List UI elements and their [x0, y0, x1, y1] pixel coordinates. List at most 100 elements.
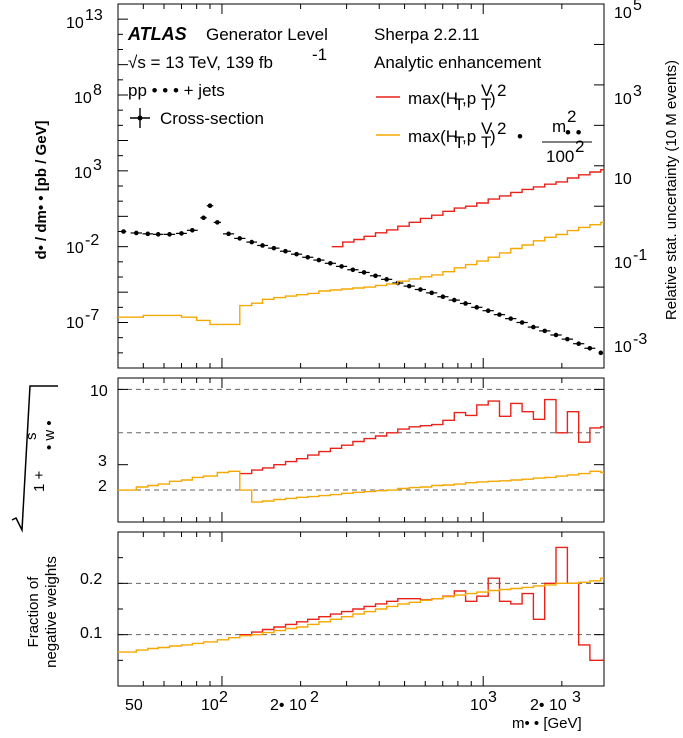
xsec-point	[237, 236, 243, 241]
tick-label: 50	[125, 697, 143, 714]
tick-label: 3	[488, 689, 497, 706]
tick-label: 10	[614, 91, 632, 108]
xsec-point	[519, 320, 525, 325]
tick-label: 3	[98, 453, 107, 470]
orange-uncertainty-line	[118, 221, 604, 326]
tick-label: 10	[74, 90, 92, 107]
tick-label: 10	[614, 171, 632, 188]
orange-legend-label-p: ,p	[462, 127, 476, 146]
middle-tick-labels: 10 3 2	[90, 383, 108, 495]
tick-label: 3	[93, 157, 102, 174]
tick-label: 0.1	[80, 625, 102, 642]
tick-label: 10	[90, 383, 108, 400]
orange-frac-den: 100	[546, 147, 574, 166]
orange-legend-label-sq: 2	[497, 119, 506, 138]
tick-label: 3	[572, 689, 581, 706]
xsec-point	[133, 230, 139, 236]
xsec-point	[215, 220, 220, 225]
xsec-legend-marker-dot	[137, 115, 143, 121]
middle-panel-frame	[117, 377, 605, 523]
xsec-point	[598, 350, 604, 356]
xsec-point	[190, 227, 195, 233]
red-legend-label-sq: 2	[497, 81, 506, 100]
xsec-point	[406, 283, 412, 289]
xsec-point	[497, 312, 502, 317]
orange-frac-num: m	[552, 117, 566, 136]
sherpa-label: Sherpa 2.2.11	[374, 25, 480, 44]
xsec-point	[542, 328, 548, 334]
tick-label: 3	[633, 83, 642, 100]
xsec-point	[373, 273, 378, 279]
generator-level-label: Generator Level	[206, 25, 328, 44]
legend: ATLAS Generator Level √s = 13 TeV, 139 f…	[127, 24, 592, 166]
orange-legend-label-close: )	[490, 127, 496, 146]
mid-ylabel-den: • w •	[41, 420, 58, 450]
bottom-y-axis-label-line2: negative weights	[43, 556, 60, 668]
red-legend-label: max(H	[408, 89, 458, 108]
axis-ticks	[118, 3, 604, 686]
xsec-point	[474, 305, 480, 310]
atlas-tag: ATLAS	[127, 24, 187, 44]
xsec-point	[294, 251, 299, 257]
sqrt-sign	[11, 385, 58, 533]
orange-mid-line	[118, 470, 604, 503]
red-mid-line	[239, 398, 604, 475]
x-tick-labels: 50 10 2 2• 10 2 10 3 2• 10 3	[125, 689, 581, 714]
tick-label: 0.2	[80, 571, 102, 588]
xsec-point	[429, 290, 434, 296]
tick-label: -2	[85, 232, 99, 249]
xsec-point	[271, 245, 277, 251]
tick-label: -3	[633, 331, 647, 348]
tick-label: 2	[98, 478, 107, 495]
orange-legend-label-pt: T	[481, 133, 491, 152]
xsec-point	[531, 324, 536, 330]
tick-label: 10	[614, 339, 632, 356]
mid-ylabel-num: s	[23, 433, 40, 441]
middle-y-axis-label: 1 + s • w •	[11, 385, 58, 533]
bottom-tick-labels: 0.2 0.1	[80, 571, 102, 642]
xsec-point	[339, 264, 344, 269]
xsec-point	[328, 261, 333, 266]
xsec-point	[201, 215, 206, 221]
process-label: pp • • • + jets	[128, 81, 225, 100]
mid-ylabel-one: 1 +	[31, 470, 48, 492]
xsec-point	[226, 231, 231, 237]
xsec-point	[485, 308, 491, 313]
bottom-y-axis-label-line1: Fraction of	[25, 576, 42, 648]
xsec-point	[440, 294, 446, 300]
xsec-point	[283, 248, 288, 254]
tick-label: 8	[93, 82, 102, 99]
tick-label: 5	[633, 0, 642, 14]
top-right-y-axis-label: Relative stat. uncertainty (10 M events)	[663, 60, 680, 320]
xsec-point	[553, 332, 559, 338]
xsec-point	[508, 316, 514, 321]
xsec-point	[361, 270, 367, 275]
top-y-axis-label: d• / dm• • [pb / GeV]	[33, 120, 50, 259]
xsec-point	[587, 345, 593, 351]
tick-label: 2• 10	[270, 697, 307, 714]
enhancement-label: Analytic enhancement	[374, 53, 542, 72]
orange-legend-label: max(H	[408, 127, 458, 146]
tick-label: 10	[66, 15, 84, 32]
orange-frac-num-sub: • •	[565, 123, 582, 142]
orange-bottom-line	[118, 577, 604, 653]
tick-label: -7	[85, 307, 99, 324]
red-legend-label-sub: T	[454, 95, 464, 114]
xsec-point	[418, 287, 423, 292]
top-left-tick-labels: 10 13 10 8 10 3 10 -2 10 -7	[66, 7, 103, 332]
tick-label: 10	[614, 5, 632, 22]
tick-label: 13	[85, 7, 103, 24]
tick-label: -1	[633, 247, 647, 264]
tick-label: 2	[219, 689, 228, 706]
orange-legend-label-v: V	[481, 119, 493, 138]
red-legend-label-pt: T	[481, 95, 491, 114]
tick-label: 10	[66, 315, 84, 332]
orange-frac-den-sup: 2	[575, 137, 584, 156]
tick-label: 2• 10	[530, 697, 567, 714]
xsec-point	[167, 232, 172, 237]
xsec-point	[451, 297, 457, 303]
orange-frac-num-sup: 2	[567, 107, 576, 126]
xsec-point	[249, 239, 255, 245]
tick-label: 10	[470, 697, 488, 714]
